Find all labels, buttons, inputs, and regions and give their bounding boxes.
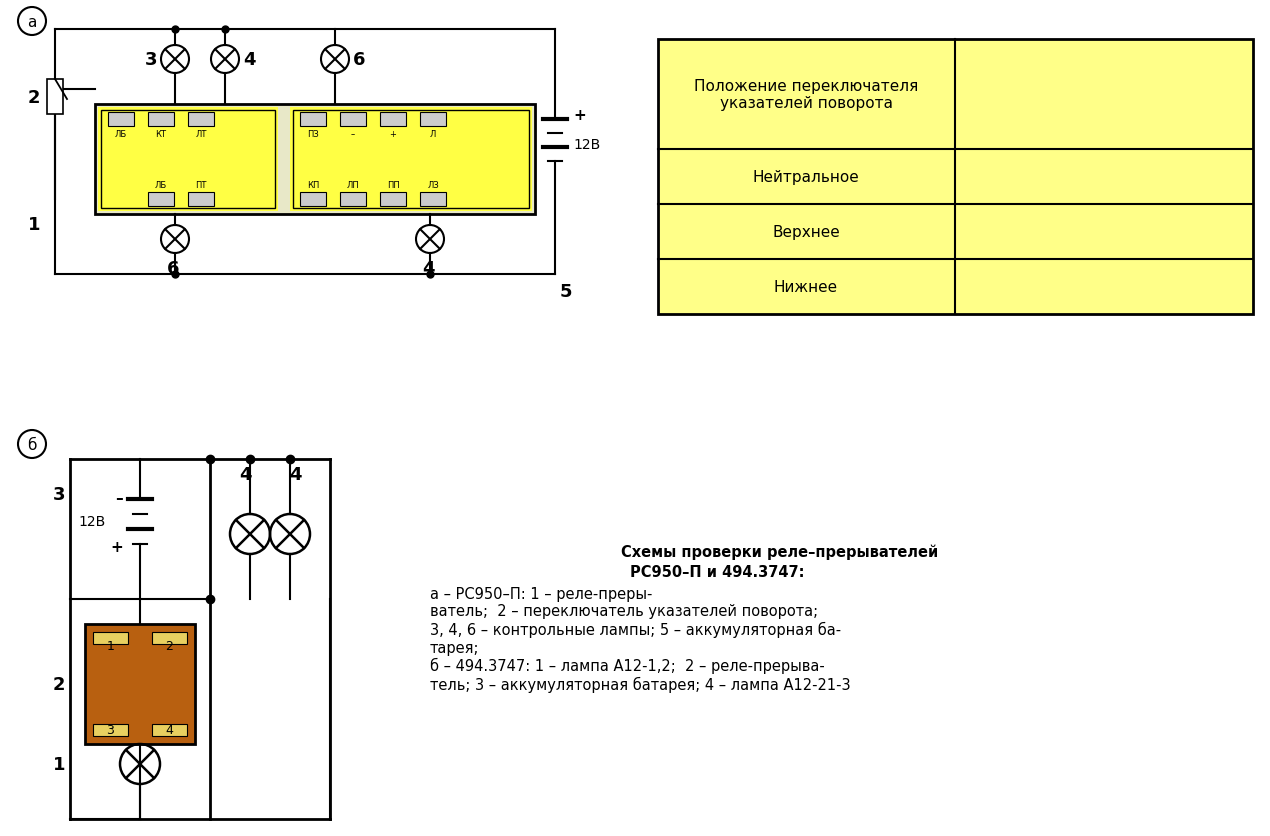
Text: 1: 1	[52, 755, 65, 773]
Text: Нижнее: Нижнее	[773, 280, 838, 294]
Bar	[300, 193, 326, 206]
Text: ЛП: ЛП	[347, 181, 359, 190]
Bar	[152, 632, 187, 645]
Text: 3: 3	[52, 486, 65, 503]
Text: 1: 1	[107, 640, 114, 653]
Text: –: –	[351, 130, 356, 139]
Bar	[98, 108, 278, 212]
Text: 4: 4	[165, 724, 174, 737]
Bar	[102, 111, 276, 209]
Text: ЛБ: ЛБ	[155, 181, 168, 190]
Text: б: б	[28, 437, 37, 452]
Bar	[47, 80, 64, 115]
Text: Л: Л	[429, 130, 436, 139]
Bar	[152, 724, 187, 737]
Text: 1: 1	[28, 216, 39, 234]
Text: а – РС950–П: 1 – реле-преры-
ватель;  2 – переключатель указателей поворота;
3, : а – РС950–П: 1 – реле-преры- ватель; 2 –…	[431, 586, 851, 692]
Bar	[188, 113, 215, 127]
Bar	[108, 113, 135, 127]
Text: 4: 4	[243, 51, 255, 69]
Bar	[149, 113, 174, 127]
Bar	[340, 193, 366, 206]
Text: Положение переключателя
указателей поворота: Положение переключателя указателей повор…	[693, 79, 918, 111]
Text: 12В: 12В	[573, 138, 601, 152]
Text: 6: 6	[353, 51, 366, 69]
Text: –: –	[116, 490, 123, 505]
Text: 4: 4	[422, 260, 434, 278]
Text: Нейтральное: Нейтральное	[753, 170, 860, 185]
Text: 2: 2	[52, 675, 65, 693]
Text: Верхнее: Верхнее	[772, 225, 839, 240]
Text: 2: 2	[28, 89, 39, 106]
Bar	[380, 113, 406, 127]
Text: ПП: ПП	[386, 181, 399, 190]
Text: а: а	[28, 14, 37, 29]
Text: КТ: КТ	[155, 130, 166, 139]
Text: 4: 4	[288, 466, 301, 483]
Text: 4: 4	[239, 466, 251, 483]
Text: РС950–П и 494.3747:: РС950–П и 494.3747:	[630, 564, 804, 579]
Bar	[95, 104, 535, 215]
Text: ЛБ: ЛБ	[114, 130, 127, 139]
Text: КП: КП	[307, 181, 319, 190]
Text: 2: 2	[165, 640, 174, 653]
Text: 5: 5	[560, 283, 573, 301]
Text: ПЗ: ПЗ	[307, 130, 319, 139]
Bar	[300, 113, 326, 127]
Bar	[658, 40, 1253, 314]
Text: Схемы проверки реле–прерывателей: Схемы проверки реле–прерывателей	[621, 544, 939, 560]
Text: ПТ: ПТ	[196, 181, 207, 190]
Text: 3: 3	[107, 724, 114, 737]
Bar	[380, 193, 406, 206]
Bar	[85, 624, 196, 744]
Text: ЛТ: ЛТ	[196, 130, 207, 139]
Bar	[93, 724, 128, 737]
Text: 3: 3	[145, 51, 157, 69]
Bar	[188, 193, 215, 206]
Bar	[290, 108, 532, 212]
Text: +: +	[573, 107, 585, 122]
Bar	[420, 193, 446, 206]
Bar	[340, 113, 366, 127]
Bar	[93, 632, 128, 645]
Text: ЛЗ: ЛЗ	[427, 181, 439, 190]
Bar	[149, 193, 174, 206]
Bar	[293, 111, 530, 209]
Bar	[420, 113, 446, 127]
Text: 6: 6	[166, 260, 179, 278]
Text: 12В: 12В	[79, 514, 105, 528]
Text: +: +	[390, 130, 396, 139]
Text: +: +	[110, 539, 123, 553]
